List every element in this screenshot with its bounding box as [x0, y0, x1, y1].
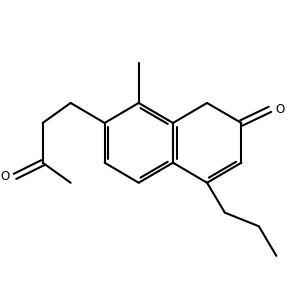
Text: O: O	[0, 170, 9, 183]
Text: O: O	[276, 103, 285, 116]
